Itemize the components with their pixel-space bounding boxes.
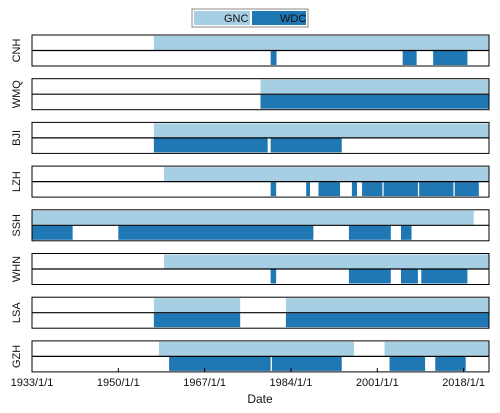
wdc-bar-whn-2	[400, 269, 418, 284]
wdc-bar-lzh-6	[419, 182, 454, 197]
wdc-bar-bji-0	[153, 138, 268, 153]
gnc-bar-whn-0	[164, 254, 489, 269]
wdc-bar-cnh-2	[433, 51, 468, 65]
gnc-bar-gzh-0	[158, 341, 355, 356]
wdc-bar-whn-1	[348, 269, 391, 284]
x-axis-title: Date	[247, 392, 273, 406]
wdc-bar-ssh-0	[32, 225, 73, 240]
panel-gzh: GZH	[11, 340, 490, 373]
wdc-bar-lzh-7	[454, 182, 479, 197]
panel-lsa: LSA	[11, 296, 490, 329]
panel-frame-lsa	[31, 296, 490, 329]
x-tick-label-3: 1984/1/1	[270, 377, 313, 389]
wdc-bar-cnh-1	[402, 51, 417, 65]
panel-frame-ssh	[31, 209, 490, 242]
wdc-bar-lzh-2	[318, 182, 341, 197]
gnc-bar-bji-0	[153, 123, 489, 138]
wdc-bar-gzh-0	[169, 356, 271, 371]
x-tick-label-1: 1950/1/1	[97, 377, 140, 389]
legend-label-gnc: GNC	[224, 13, 249, 25]
wdc-bar-lzh-0	[270, 182, 277, 197]
wdc-bar-lzh-1	[306, 182, 310, 197]
wdc-bar-ssh-3	[400, 225, 412, 240]
panel-frame-wmq	[31, 78, 490, 111]
wdc-bar-gzh-3	[435, 356, 466, 371]
legend-swatch-gnc	[194, 11, 250, 25]
x-tick-label-2: 1967/1/1	[183, 377, 226, 389]
panel-cnh: CNH	[11, 34, 490, 67]
x-axis: 1933/1/1 1950/1/1 1967/1/1 1984/1/1 2001/1/1…	[11, 367, 485, 389]
gnc-bar-ssh-0	[32, 210, 474, 225]
wdc-bar-bji-1	[270, 138, 342, 153]
panel-frame-bji	[31, 121, 490, 154]
x-tick-label-0: 1933/1/1	[11, 377, 54, 389]
station-label-gzh: GZH	[11, 345, 23, 368]
panel-bji: BJI	[11, 121, 490, 154]
station-label-lsa: LSA	[11, 302, 23, 323]
panel-frame-gzh	[31, 340, 490, 373]
station-label-lzh: LZH	[11, 171, 23, 192]
wdc-bar-whn-3	[421, 269, 468, 284]
station-label-bji: BJI	[11, 130, 23, 146]
legend: GNC WDC	[191, 8, 309, 28]
panel-wmq: WMQ	[11, 78, 490, 111]
gnc-bar-gzh-1	[384, 341, 489, 356]
wdc-bar-ssh-2	[348, 225, 391, 240]
gnc-bar-lsa-0	[153, 298, 241, 313]
x-tick-label-4: 2001/1/1	[356, 377, 399, 389]
panel-ssh: SSH	[11, 209, 490, 242]
wdc-bar-gzh-2	[389, 356, 426, 371]
station-label-wmq: WMQ	[11, 80, 23, 109]
wdc-bar-cnh-0	[270, 51, 277, 65]
wdc-bar-ssh-1	[118, 225, 314, 240]
wdc-bar-lzh-3	[351, 182, 357, 197]
wdc-bar-lsa-0	[153, 313, 241, 328]
wdc-bar-whn-0	[270, 269, 277, 284]
wdc-bar-lsa-1	[285, 313, 489, 328]
station-label-ssh: SSH	[11, 214, 23, 237]
station-label-whn: WHN	[11, 256, 23, 282]
x-tick-label-5: 2018/1/1	[442, 377, 485, 389]
gnc-bar-lzh-0	[164, 167, 489, 182]
wdc-bar-lzh-4	[362, 182, 383, 197]
wdc-bar-wmq-0	[260, 94, 489, 109]
legend-swatch-wdc	[252, 11, 306, 25]
panel-frame-whn	[31, 253, 490, 285]
panel-whn: WHN	[11, 253, 490, 285]
gnc-bar-wmq-0	[260, 79, 489, 94]
panel-frame-lzh	[31, 165, 490, 198]
wdc-bar-lzh-5	[383, 182, 418, 197]
wdc-bar-gzh-1	[271, 356, 342, 371]
legend-label-wdc: WDC	[280, 13, 306, 25]
panel-frame-cnh	[31, 34, 490, 67]
gnc-bar-lsa-1	[285, 298, 489, 313]
station-label-cnh: CNH	[11, 39, 23, 63]
gnc-bar-cnh-0	[153, 36, 489, 50]
panel-lzh: LZH	[11, 165, 490, 198]
